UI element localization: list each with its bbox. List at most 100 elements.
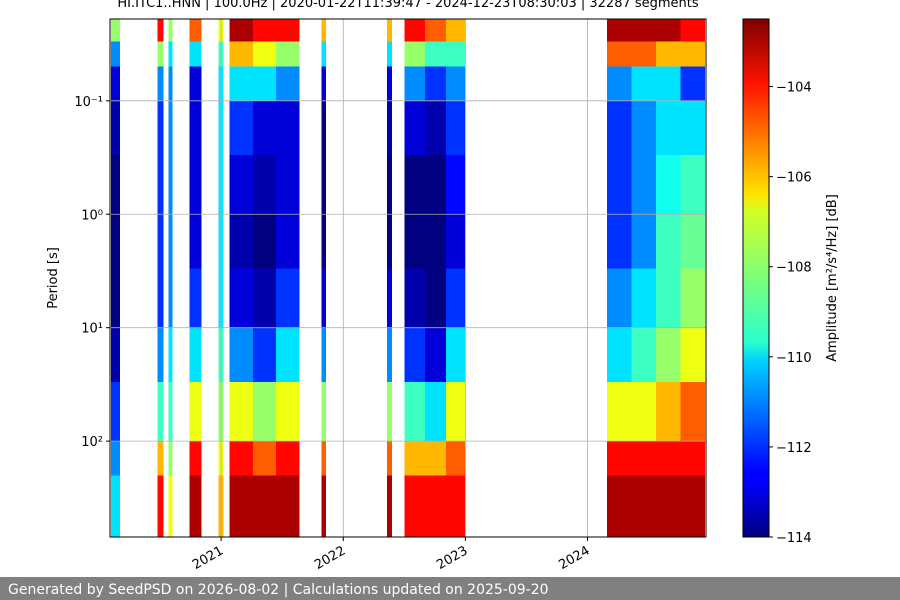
heatmap-cell	[404, 475, 426, 537]
heatmap-cell	[387, 327, 393, 382]
heatmap-cell	[445, 214, 466, 269]
heatmap-cell	[168, 268, 173, 328]
heatmap-cell	[607, 441, 632, 476]
heatmap-cell	[631, 41, 656, 67]
heatmap-cell	[655, 381, 681, 442]
heatmap-cell	[655, 441, 681, 476]
heatmap-cell	[321, 19, 327, 42]
heatmap-cell	[387, 66, 393, 101]
heatmap-cell	[655, 41, 681, 67]
heatmap-cell	[680, 214, 705, 269]
heatmap-cell	[229, 19, 253, 42]
y-tick-label: 10¹	[81, 322, 103, 337]
heatmap-cell	[252, 214, 277, 269]
heatmap-cell	[387, 41, 393, 67]
heatmap-cell	[425, 475, 446, 537]
heatmap-cell	[157, 327, 164, 382]
heatmap-cell	[229, 66, 253, 101]
heatmap-cell	[252, 327, 277, 382]
heatmap-cell	[631, 19, 656, 42]
heatmap-cell	[157, 154, 164, 215]
heatmap-cell	[189, 41, 202, 67]
heatmap-cell	[321, 327, 327, 382]
heatmap-cell	[168, 19, 173, 42]
colorbar-tick-label: −104	[776, 81, 812, 96]
heatmap-cell	[229, 381, 253, 442]
heatmap-cell	[631, 327, 656, 382]
heatmap-cell	[425, 327, 446, 382]
heatmap-cell	[111, 154, 120, 215]
heatmap-cell	[276, 19, 300, 42]
chart-title: HI.ITC1..HNN | 100.0Hz | 2020-01-22T11:3…	[117, 0, 699, 11]
heatmap-cell	[189, 441, 202, 476]
heatmap-cell	[425, 66, 446, 101]
heatmap-cell	[111, 100, 120, 155]
heatmap-cell	[189, 154, 202, 215]
heatmap-cell	[404, 19, 426, 42]
heatmap-cell	[425, 381, 446, 442]
heatmap-cell	[229, 475, 253, 537]
heatmap-cell	[189, 381, 202, 442]
heatmap-cell	[680, 19, 705, 42]
heatmap-cell	[168, 475, 173, 537]
heatmap-cell	[252, 19, 277, 42]
heatmap-cell	[189, 19, 202, 42]
heatmap-cell	[189, 100, 202, 155]
heatmap-cell	[157, 66, 164, 101]
heatmap-cell	[655, 100, 681, 155]
heatmap-cell	[425, 441, 446, 476]
heatmap-cell	[229, 327, 253, 382]
heatmap-cell	[229, 441, 253, 476]
heatmap-cell	[387, 214, 393, 269]
heatmap-cell	[607, 381, 632, 442]
heatmap-cell	[111, 66, 120, 101]
y-tick-label: 10⁻¹	[74, 95, 103, 110]
heatmap-cell	[404, 381, 426, 442]
heatmap-cell	[276, 154, 300, 215]
x-tick-label: 2023	[434, 543, 470, 573]
colorbar-label: Amplitude [m²/s⁴/Hz] [dB]	[825, 194, 840, 362]
heatmap-cell	[168, 381, 173, 442]
heatmap-cell	[387, 19, 393, 42]
heatmap-cell	[607, 154, 632, 215]
heatmap-cell	[425, 214, 446, 269]
heatmap-cell	[229, 154, 253, 215]
heatmap-cell	[229, 214, 253, 269]
heatmap-cell	[321, 154, 327, 215]
heatmap-cell	[157, 19, 164, 42]
heatmap-cell	[189, 327, 202, 382]
heatmap-cells	[111, 19, 705, 537]
heatmap-cell	[111, 475, 120, 537]
heatmap-cell	[631, 475, 656, 537]
heatmap-cell	[404, 441, 426, 476]
heatmap-cell	[445, 381, 466, 442]
heatmap-cell	[445, 441, 466, 476]
heatmap-cell	[404, 100, 426, 155]
heatmap-cell	[425, 41, 446, 67]
x-tick-label: 2021	[190, 543, 226, 573]
colorbar-tick-label: −110	[776, 351, 812, 366]
x-tick-label: 2022	[312, 543, 348, 573]
footer-bar	[0, 577, 900, 600]
heatmap-cell	[404, 327, 426, 382]
colorbar-tick-label: −106	[776, 171, 812, 186]
heatmap-cell	[655, 268, 681, 328]
heatmap-cell	[157, 475, 164, 537]
heatmap-cell	[229, 100, 253, 155]
heatmap-cell	[445, 268, 466, 328]
heatmap-cell	[631, 66, 656, 101]
heatmap-cell	[607, 268, 632, 328]
heatmap-cell	[252, 381, 277, 442]
heatmap-cell	[321, 441, 327, 476]
heatmap-cell	[276, 441, 300, 476]
y-tick-label: 10²	[81, 435, 103, 450]
heatmap-cell	[111, 327, 120, 382]
colorbar-tick-label: −108	[776, 261, 812, 276]
heatmap-cell	[404, 66, 426, 101]
heatmap-cell	[404, 41, 426, 67]
heatmap-cell	[631, 381, 656, 442]
heatmap-cell	[157, 441, 164, 476]
heatmap-cell	[655, 154, 681, 215]
heatmap-cell	[321, 41, 327, 67]
heatmap-cell	[111, 441, 120, 476]
